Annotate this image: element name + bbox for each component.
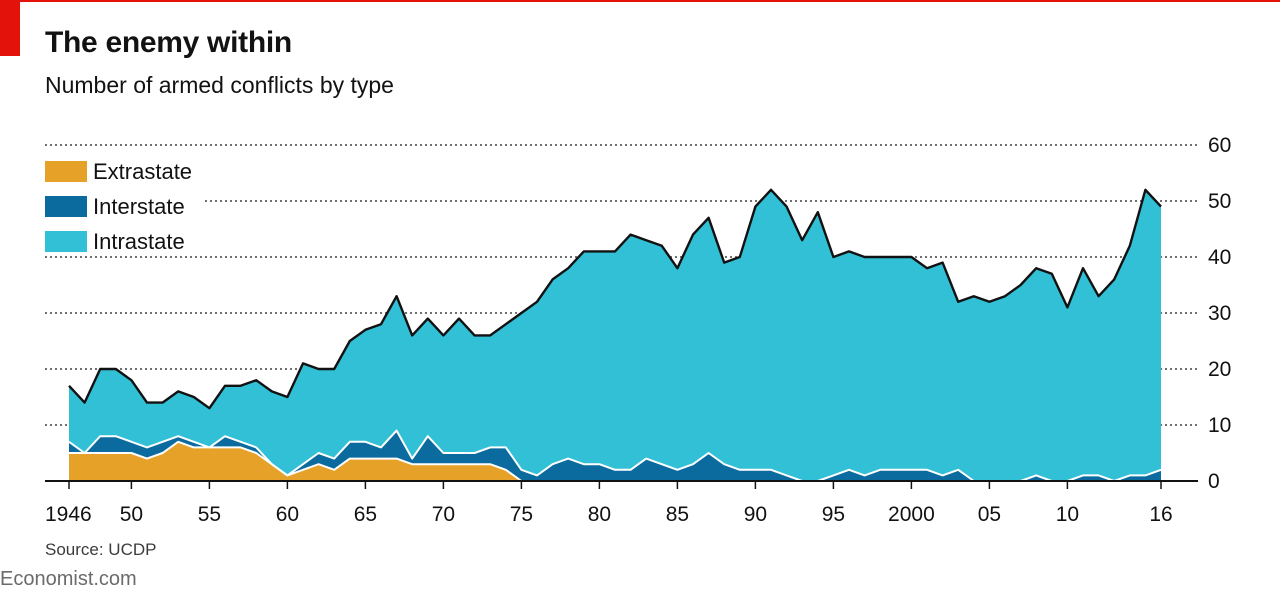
y-tick-label: 10 [1208,414,1231,437]
y-tick-label: 30 [1208,302,1231,325]
source-note: Source: UCDP [45,540,157,559]
x-tick-label: 90 [744,503,767,526]
legend-swatch-extrastate [45,161,87,182]
y-tick-label: 40 [1208,246,1231,269]
legend-item-interstate: Interstate [45,189,192,224]
area-intrastate [69,189,1161,482]
x-tick-label: 1946 [45,503,92,526]
legend-label-intrastate: Intrastate [93,228,185,254]
y-tick-label: 0 [1208,470,1220,493]
chart-subtitle: Number of armed conflicts by type [45,72,394,98]
area-extrastate [69,441,1161,481]
x-tick-label: 2000 [888,503,935,526]
x-tick-label: 95 [822,503,845,526]
legend-swatch-interstate [45,196,87,217]
legend-label-interstate: Interstate [93,193,185,219]
x-tick-label: 75 [510,503,533,526]
x-tick-label: 65 [354,503,377,526]
legend-item-intrastate: Intrastate [45,224,192,259]
x-tick-label: 55 [198,503,221,526]
x-tick-label: 70 [432,503,455,526]
x-tick-label: 85 [666,503,689,526]
brand-red-tag [0,0,20,56]
x-tick-label: 60 [276,503,299,526]
brand-logo-text: Economist.com [0,568,137,590]
y-tick-label: 50 [1208,190,1231,213]
x-tick-label: 16 [1149,503,1172,526]
legend-item-extrastate: Extrastate [45,154,192,189]
x-tick-label: 50 [120,503,143,526]
chart-title: The enemy within [45,26,292,59]
legend: Extrastate Interstate Intrastate [45,154,192,259]
x-tick-label: 10 [1056,503,1079,526]
x-tick-label: 05 [978,503,1001,526]
top-rule [0,0,1280,2]
legend-swatch-intrastate [45,231,87,252]
total-line [68,188,1162,410]
area-interstate [69,430,1161,481]
legend-label-extrastate: Extrastate [93,158,193,184]
y-tick-label: 20 [1208,358,1231,381]
y-tick-label: 60 [1208,134,1231,157]
x-tick-label: 80 [588,503,611,526]
